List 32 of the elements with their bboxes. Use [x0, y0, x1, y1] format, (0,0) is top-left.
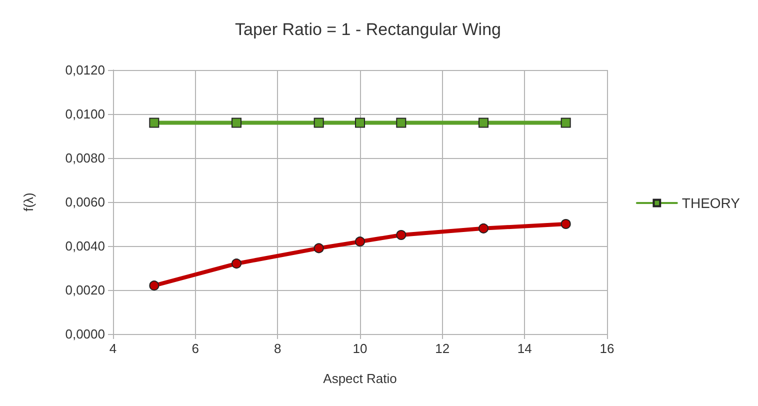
- x-tick-label: 14: [517, 341, 532, 356]
- point: [560, 118, 571, 128]
- x-tick-label: 4: [109, 341, 117, 356]
- point: [396, 230, 406, 240]
- x-tick-label: 8: [274, 341, 282, 356]
- x-tick-label: 6: [192, 341, 199, 356]
- y-tick-label: 0,0000: [65, 326, 105, 342]
- point: [232, 258, 242, 269]
- point: [478, 223, 488, 234]
- point: [396, 118, 406, 128]
- chart-title: Taper Ratio = 1 - Rectangular Wing: [235, 20, 501, 39]
- point: [355, 236, 365, 247]
- point: [314, 243, 324, 254]
- x-tick-label: 10: [352, 341, 368, 356]
- legend-label: THEORY: [682, 195, 741, 211]
- x-tick-label: 12: [435, 341, 450, 356]
- point: [232, 118, 242, 128]
- point: [149, 118, 160, 128]
- y-tick-label: 0,0040: [65, 238, 105, 254]
- y-tick-label: 0,0020: [65, 282, 105, 298]
- x-axis-title: Aspect Ratio: [323, 371, 397, 386]
- point: [560, 219, 571, 229]
- x-tick-label: 16: [600, 341, 614, 356]
- y-axis-title: f(λ): [21, 192, 36, 212]
- point: [355, 118, 365, 128]
- point: [314, 118, 324, 128]
- point: [149, 280, 160, 291]
- point: [478, 118, 488, 128]
- y-tick-label: 0,0060: [65, 194, 105, 210]
- y-tick-label: 0,0080: [65, 150, 105, 166]
- y-tick-label: 0,0100: [65, 106, 105, 122]
- y-tick-label: 0,0120: [65, 62, 105, 78]
